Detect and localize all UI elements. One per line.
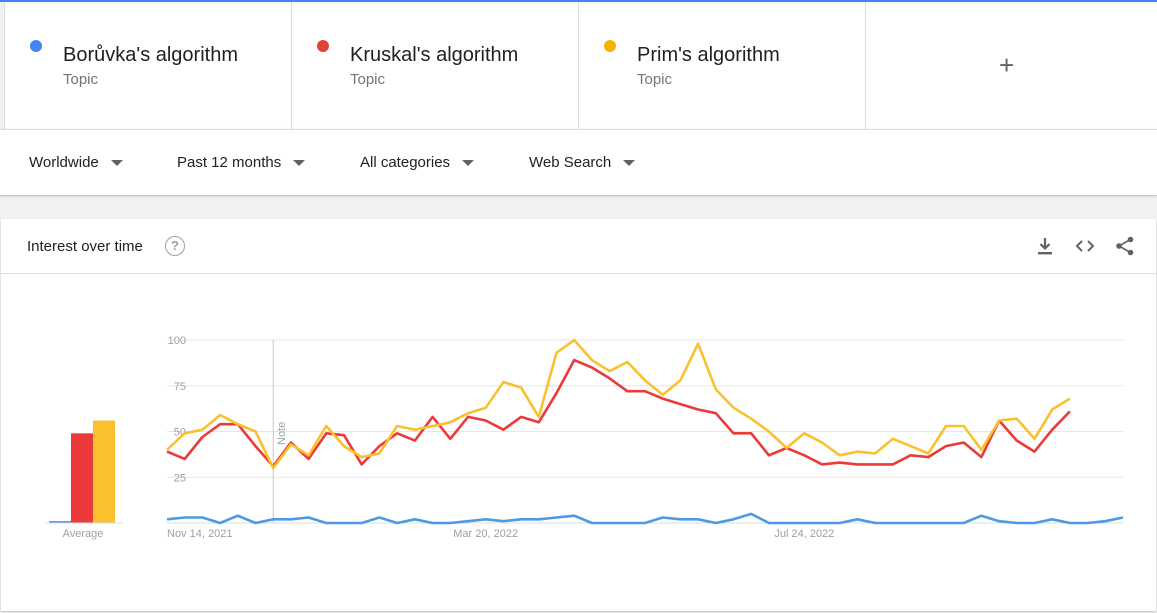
term-type: Topic [637, 71, 673, 88]
caret-down-icon [293, 160, 306, 167]
add-term-button[interactable]: + [866, 2, 1157, 129]
series-line [166, 358, 1071, 468]
y-tick-label: 25 [174, 472, 186, 484]
category-label: All categories [360, 154, 451, 171]
card-title: Interest over time [27, 238, 143, 255]
term-card-boruvka[interactable]: Borůvka's algorithm Topic [5, 2, 292, 129]
interest-over-time-card: Interest over time ? 100 75 50 25 Average Not… [1, 219, 1156, 611]
term-type: Topic [350, 71, 386, 88]
time-range-dropdown[interactable]: Past 12 months [177, 154, 306, 171]
term-name: Kruskal's algorithm [350, 44, 519, 66]
help-icon[interactable]: ? [165, 236, 185, 256]
region-label: Worldwide [29, 154, 99, 171]
region-dropdown[interactable]: Worldwide [29, 154, 123, 171]
yellow-dot-icon [604, 40, 616, 52]
plus-icon: + [999, 50, 1015, 80]
term-name: Borůvka's algorithm [63, 44, 238, 66]
note-label: Note [276, 422, 288, 445]
search-type-dropdown[interactable]: Web Search [529, 154, 636, 171]
average-label: Average [63, 528, 104, 540]
embed-code-icon[interactable] [1074, 235, 1096, 257]
caret-down-icon [110, 160, 123, 167]
compare-terms-bar: Borůvka's algorithm Topic Kruskal's algo… [4, 2, 1157, 129]
caret-down-icon [623, 160, 636, 167]
term-name: Prim's algorithm [637, 44, 780, 66]
blue-dot-icon [30, 40, 42, 52]
y-tick-label: 100 [168, 335, 186, 347]
y-tick-label: 75 [174, 381, 186, 393]
x-tick-label: Mar 20, 2022 [453, 528, 518, 540]
average-bar [71, 433, 93, 523]
series-line [166, 338, 1071, 470]
term-card-prim[interactable]: Prim's algorithm Topic [579, 2, 866, 129]
search-type-label: Web Search [529, 154, 612, 171]
filter-bar: Worldwide Past 12 months All categories … [0, 129, 1157, 195]
average-bar [93, 420, 115, 523]
term-card-kruskal[interactable]: Kruskal's algorithm Topic [292, 2, 579, 129]
series-line [166, 512, 1124, 525]
red-dot-icon [317, 40, 329, 52]
card-header: Interest over time ? [1, 219, 1156, 274]
term-type: Topic [63, 71, 99, 88]
x-tick-label: Nov 14, 2021 [167, 528, 232, 540]
average-bar [49, 521, 71, 523]
x-tick-label: Jul 24, 2022 [774, 528, 834, 540]
time-range-label: Past 12 months [177, 154, 282, 171]
top-accent-line [0, 0, 1157, 2]
caret-down-icon [462, 160, 475, 167]
share-icon[interactable] [1114, 235, 1136, 257]
category-dropdown[interactable]: All categories [360, 154, 475, 171]
download-icon[interactable] [1034, 235, 1056, 257]
